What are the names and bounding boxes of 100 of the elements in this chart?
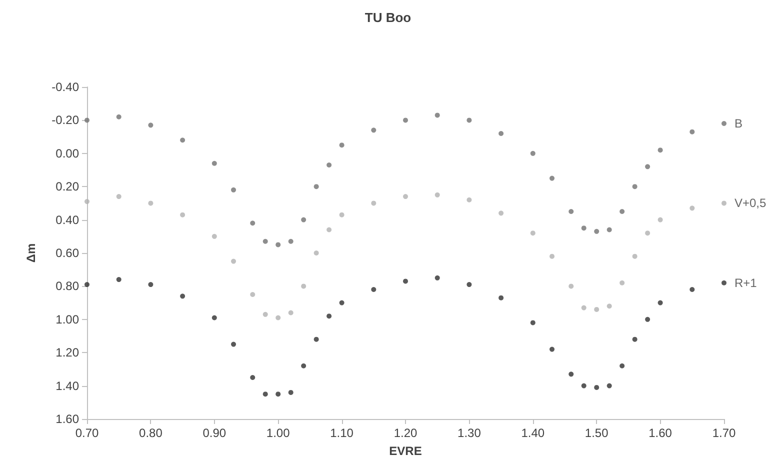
x-tick-label: 0.90: [202, 426, 226, 440]
point: [550, 346, 555, 352]
x-tick-label: 0.70: [75, 426, 99, 440]
point: [288, 310, 294, 316]
point: [403, 278, 408, 284]
x-tick-label: 1.00: [266, 426, 290, 440]
point: [722, 280, 726, 286]
point: [690, 129, 695, 134]
point: [581, 226, 586, 231]
point: [212, 160, 217, 166]
point: [116, 194, 122, 200]
point: [581, 383, 586, 388]
point: [288, 390, 294, 395]
point: [645, 164, 650, 170]
point: [339, 142, 344, 148]
point: [84, 199, 90, 204]
point: [434, 112, 440, 118]
point: [212, 234, 217, 239]
point: [148, 122, 154, 128]
point: [645, 230, 650, 236]
point: [722, 121, 726, 126]
point: [466, 197, 472, 202]
point: [314, 336, 319, 342]
point: [620, 280, 625, 286]
point: [180, 138, 186, 143]
point: [276, 242, 281, 248]
x-tick-label: 1.60: [648, 426, 672, 440]
point: [606, 383, 612, 388]
point: [658, 148, 663, 153]
point: [326, 162, 332, 168]
point: [403, 118, 408, 123]
point: [594, 306, 600, 312]
point: [314, 250, 319, 256]
x-axis-title: EVRE: [389, 444, 422, 458]
y-tick-label: 0.80: [56, 279, 80, 294]
x-tick-label: 1.50: [584, 426, 609, 440]
point: [301, 363, 306, 368]
point: [276, 392, 281, 397]
x-tick-label: 1.40: [521, 426, 545, 440]
point: [231, 258, 236, 264]
point: [262, 392, 268, 397]
point: [314, 184, 319, 190]
y-tick-label: 0.00: [56, 146, 80, 160]
point: [632, 184, 638, 190]
point: [262, 312, 268, 317]
point: [620, 209, 625, 214]
point: [326, 314, 332, 319]
point: [658, 217, 663, 222]
x-tick-label: 1.10: [330, 426, 354, 440]
point: [581, 305, 586, 310]
point: [568, 284, 574, 289]
point: [466, 282, 472, 288]
y-tick-label: 1.40: [56, 378, 80, 393]
point: [466, 118, 472, 123]
point: [276, 315, 281, 320]
point: [326, 227, 332, 232]
point: [339, 212, 344, 218]
point: [231, 187, 236, 192]
point: [722, 200, 726, 206]
point: [498, 295, 504, 300]
point: [645, 316, 650, 322]
point: [530, 150, 536, 156]
point: [84, 282, 90, 288]
point: [301, 217, 306, 222]
point: [498, 210, 504, 216]
series-label: B: [734, 116, 743, 131]
point: [371, 128, 376, 133]
y-tick-label: -0.20: [52, 113, 80, 128]
point: [690, 287, 695, 292]
point: [530, 320, 536, 326]
y-axis-title: Δm: [24, 243, 38, 263]
y-tick-label: 1.60: [56, 412, 80, 426]
point: [606, 304, 612, 309]
point: [690, 206, 695, 211]
y-tick-label: 0.20: [56, 180, 80, 194]
point: [180, 212, 186, 218]
point: [212, 315, 217, 320]
point: [568, 372, 574, 377]
point: [606, 227, 612, 232]
point: [530, 230, 536, 236]
point: [620, 363, 625, 368]
point: [550, 176, 555, 181]
x-tick-label: 0.80: [139, 426, 163, 440]
point: [371, 200, 376, 206]
point: [632, 336, 638, 342]
point: [180, 294, 186, 299]
point: [568, 209, 574, 214]
point: [339, 300, 344, 306]
point: [231, 342, 236, 347]
y-tick-label: 1.00: [56, 312, 80, 326]
y-tick-label: 0.60: [56, 246, 80, 260]
y-tick-label: -0.40: [52, 80, 80, 94]
chart-title: TU Boo: [364, 10, 412, 25]
point: [262, 238, 268, 244]
x-tick-label: 1.20: [394, 426, 418, 440]
point: [288, 238, 294, 244]
point: [250, 220, 256, 226]
point: [148, 200, 154, 206]
point: [148, 282, 154, 288]
point: [594, 384, 600, 390]
